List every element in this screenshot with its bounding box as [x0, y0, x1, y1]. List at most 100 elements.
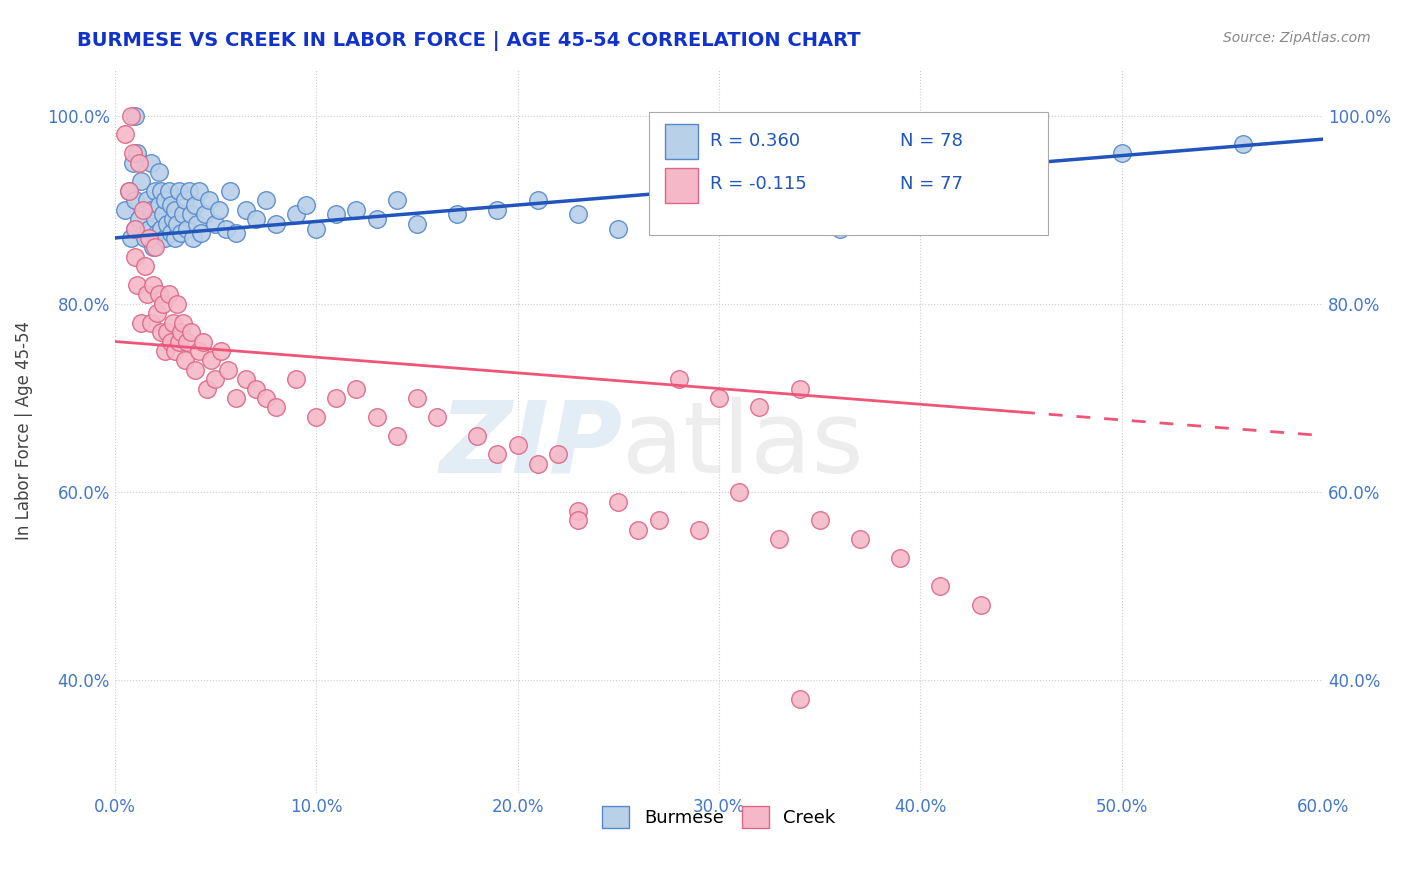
Point [346, 202, 368, 217]
Point [768, 194, 790, 208]
Point [295, 198, 318, 212]
Point [325, 207, 347, 221]
Point [385, 194, 408, 208]
Point [165, 231, 187, 245]
Point [160, 198, 183, 212]
Point [166, 297, 188, 311]
FancyBboxPatch shape [665, 124, 699, 159]
Point [193, 334, 215, 349]
Point [166, 217, 188, 231]
Point [124, 109, 146, 123]
Point [465, 428, 488, 442]
Point [118, 184, 141, 198]
Point [526, 457, 548, 471]
Point [254, 194, 277, 208]
Point [254, 391, 277, 405]
Point [136, 287, 159, 301]
Point [446, 207, 468, 221]
Point [970, 598, 993, 612]
Point [1111, 146, 1133, 161]
Point [153, 231, 176, 245]
Point [148, 287, 170, 301]
Point [235, 372, 257, 386]
Point [134, 231, 156, 245]
Text: N = 77: N = 77 [900, 176, 963, 194]
Point [128, 155, 150, 169]
Point [139, 202, 162, 217]
Point [204, 372, 226, 386]
Text: R = 0.360: R = 0.360 [710, 132, 800, 150]
Point [200, 353, 222, 368]
Point [160, 226, 183, 240]
Point [138, 231, 160, 245]
Point [165, 343, 187, 358]
Point [181, 231, 204, 245]
Point [122, 146, 145, 161]
Point [889, 551, 911, 566]
Point [828, 221, 851, 235]
Point [214, 221, 236, 235]
Point [143, 184, 166, 198]
Point [170, 325, 193, 339]
Point [146, 306, 169, 320]
Point [134, 259, 156, 273]
Point [235, 202, 257, 217]
Point [184, 198, 207, 212]
Point [156, 217, 179, 231]
Point [184, 363, 207, 377]
Point [167, 334, 190, 349]
Point [526, 194, 548, 208]
Point [156, 325, 179, 339]
Point [707, 207, 730, 221]
Point [174, 353, 197, 368]
Point [217, 363, 239, 377]
Point [264, 401, 287, 415]
Point [366, 212, 388, 227]
Point [607, 494, 630, 508]
Point [176, 221, 198, 235]
Point [172, 316, 194, 330]
Point [129, 174, 152, 188]
Legend: Burmese, Creek: Burmese, Creek [595, 798, 842, 835]
Point [124, 194, 146, 208]
Point [174, 194, 197, 208]
Point [128, 212, 150, 227]
Point [405, 391, 427, 405]
Point [172, 207, 194, 221]
Point [180, 325, 202, 339]
Point [179, 184, 201, 198]
Point [1232, 136, 1254, 151]
Point [486, 202, 509, 217]
Point [567, 513, 589, 527]
Point [139, 316, 162, 330]
Point [124, 250, 146, 264]
Point [688, 523, 710, 537]
Point [426, 409, 449, 424]
Point [180, 207, 202, 221]
Point [668, 202, 690, 217]
Text: ZIP: ZIP [439, 397, 623, 494]
Point [143, 212, 166, 227]
Point [204, 217, 226, 231]
Point [146, 226, 169, 240]
Point [305, 409, 328, 424]
Point [197, 382, 219, 396]
Point [186, 217, 208, 231]
Text: R = -0.115: R = -0.115 [710, 176, 807, 194]
Point [139, 155, 162, 169]
Point [122, 155, 145, 169]
Point [114, 202, 136, 217]
Point [190, 226, 212, 240]
Point [808, 513, 831, 527]
Point [789, 692, 811, 706]
Point [162, 316, 184, 330]
Point [124, 221, 146, 235]
Point [120, 231, 142, 245]
Point [325, 391, 347, 405]
Point [405, 217, 427, 231]
Point [728, 485, 751, 500]
Point [138, 221, 160, 235]
Point [567, 504, 589, 518]
Point [366, 409, 388, 424]
Point [114, 128, 136, 142]
